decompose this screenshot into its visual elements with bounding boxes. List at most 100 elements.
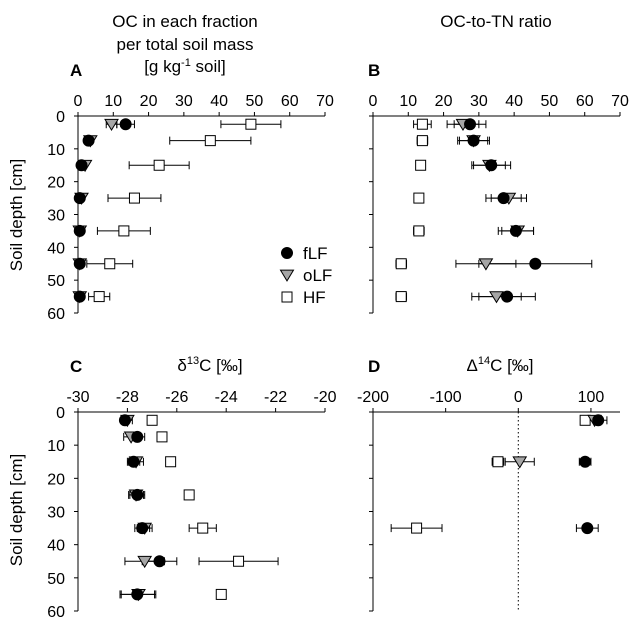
legend-label-olf: oLF xyxy=(303,266,332,285)
title-b: OC-to-TN ratio xyxy=(440,12,551,31)
ylabel-top: Soil depth [cm] xyxy=(7,159,26,271)
y-tick-label: 30 xyxy=(47,505,65,522)
y-tick-label: 10 xyxy=(47,438,65,455)
point-olf xyxy=(104,118,119,132)
point-olf xyxy=(512,456,528,469)
x-tick-label: 70 xyxy=(316,93,334,110)
point-hf xyxy=(197,522,209,534)
title-a-line2: per total soil mass xyxy=(117,35,254,54)
x-tick-label: 10 xyxy=(104,93,122,110)
point-hf xyxy=(395,291,407,303)
point-flf xyxy=(509,224,522,237)
point-hf xyxy=(579,414,591,426)
point-hf xyxy=(413,192,425,204)
point-flf xyxy=(73,290,86,303)
title-a: OC in each fraction per total soil mass … xyxy=(112,12,258,76)
point-hf xyxy=(118,225,130,237)
x-tick-label: 10 xyxy=(399,93,417,110)
point-hf xyxy=(413,225,425,237)
x-tick-label: -24 xyxy=(215,389,238,406)
y-tick-label: 50 xyxy=(47,571,65,588)
point-flf xyxy=(118,414,131,427)
point-flf xyxy=(131,488,144,501)
point-flf xyxy=(127,455,140,468)
y-tick-label: 10 xyxy=(47,142,65,159)
point-flf xyxy=(592,414,605,427)
x-tick-label: 0 xyxy=(514,389,523,406)
x-tick-label: 100 xyxy=(578,389,605,406)
x-tick-label: 0 xyxy=(369,93,378,110)
y-tick-label: 50 xyxy=(47,273,65,290)
legend-marker-flf xyxy=(281,247,293,259)
title-d: Δ14C [‰] xyxy=(466,355,533,375)
y-tick-label: 60 xyxy=(47,306,65,323)
x-tick-label: 60 xyxy=(281,93,299,110)
panel-a-plot: 0 10 20 30 40 50 60 70 0 10 20 30 40 50 60 xyxy=(47,93,334,323)
point-hf xyxy=(146,414,158,426)
x-tick-label: -26 xyxy=(165,389,188,406)
point-flf xyxy=(529,257,542,270)
ylabel-bottom: Soil depth [cm] xyxy=(7,454,26,566)
x-tick-label: -30 xyxy=(66,389,89,406)
y-tick-label: 60 xyxy=(47,604,65,621)
point-hf xyxy=(415,159,427,171)
y-tick-label: 30 xyxy=(47,208,65,225)
panel-letter-c: C xyxy=(70,357,82,376)
point-hf xyxy=(183,489,195,501)
point-hf xyxy=(93,291,105,303)
point-flf xyxy=(579,455,592,468)
point-flf xyxy=(464,118,477,131)
point-flf xyxy=(581,522,594,535)
point-flf xyxy=(467,134,480,147)
title-a-unit: [g kg-1 soil] xyxy=(144,57,226,76)
panel-letter-d: D xyxy=(368,357,380,376)
point-hf xyxy=(233,555,245,567)
point-hf xyxy=(153,159,165,171)
x-tick-label: 20 xyxy=(435,93,453,110)
x-tick-label: -22 xyxy=(264,389,287,406)
point-flf xyxy=(73,257,86,270)
y-tick-label: 40 xyxy=(47,240,65,257)
point-hf xyxy=(416,135,428,147)
point-flf xyxy=(119,118,132,131)
point-hf xyxy=(492,456,504,468)
title-a-line1: OC in each fraction xyxy=(112,12,258,31)
point-olf xyxy=(137,555,153,569)
x-tick-label: 20 xyxy=(140,93,158,110)
title-c: δ13C [‰] xyxy=(177,355,242,375)
point-flf xyxy=(75,159,88,172)
point-hf xyxy=(215,588,227,600)
point-hf xyxy=(104,258,116,270)
point-hf xyxy=(128,192,140,204)
panel-d-plot: -200 -100 0 100 xyxy=(357,389,620,612)
point-hf xyxy=(395,258,407,270)
point-flf xyxy=(131,430,144,443)
x-tick-label: 30 xyxy=(470,93,488,110)
x-tick-label: 40 xyxy=(505,93,523,110)
y-tick-label: 0 xyxy=(56,109,65,126)
y-tick-label: 20 xyxy=(47,471,65,488)
point-hf xyxy=(416,118,428,130)
point-flf xyxy=(497,192,510,205)
point-hf xyxy=(245,118,257,130)
point-flf xyxy=(73,224,86,237)
point-flf xyxy=(501,290,514,303)
point-flf xyxy=(136,522,149,535)
x-tick-label: 30 xyxy=(175,93,193,110)
legend-marker-olf xyxy=(279,269,295,282)
x-tick-label: -200 xyxy=(357,389,389,406)
point-hf xyxy=(204,135,216,147)
legend-marker-hf xyxy=(281,291,293,303)
x-tick-label: -28 xyxy=(116,389,139,406)
x-tick-label: 50 xyxy=(246,93,264,110)
legend-label-hf: HF xyxy=(303,288,326,307)
legend-label-flf: fLF xyxy=(303,244,328,263)
point-olf xyxy=(478,258,494,271)
point-flf xyxy=(485,159,498,172)
x-tick-label: -100 xyxy=(430,389,462,406)
x-tick-label: -20 xyxy=(313,389,336,406)
point-hf xyxy=(165,456,177,468)
y-tick-label: 40 xyxy=(47,538,65,555)
legend: fLF oLF HF xyxy=(279,244,332,307)
